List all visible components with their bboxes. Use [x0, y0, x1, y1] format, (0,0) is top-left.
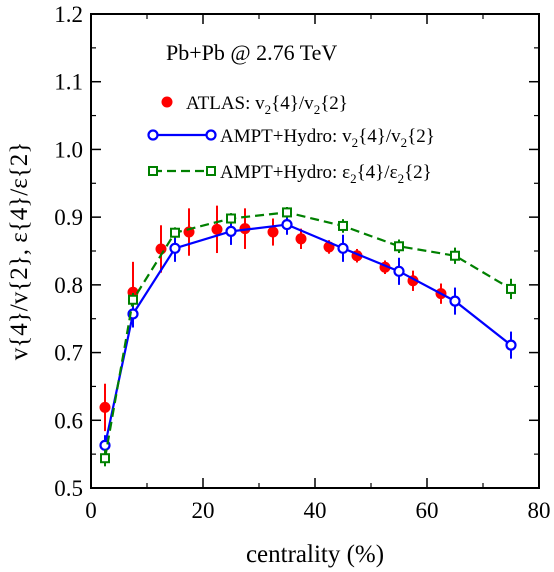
- series-3: [100, 206, 516, 467]
- x-tick-label: 0: [85, 498, 97, 523]
- legend-subscript: 2: [352, 135, 359, 150]
- legend-text-part: {2}: [320, 93, 348, 114]
- data-point: [169, 242, 181, 254]
- x-tick-label: 40: [304, 498, 327, 523]
- legend-label: AMPT+Hydro: ε2{4}/ε2{2}: [220, 162, 432, 186]
- data-point: [393, 265, 405, 277]
- legend-text-part: {4}/v: [358, 126, 401, 147]
- data-point: [225, 225, 237, 237]
- data-point: [338, 220, 348, 231]
- axis-ticks: 0 20 40 60 80 0.5 0.6 0.7 0.8 0.9 1.0 1.1 1.2: [54, 2, 550, 523]
- legend-subscript: 2: [350, 171, 357, 186]
- series-1: [99, 205, 447, 432]
- legend-marker: [206, 166, 216, 176]
- legend: ATLAS: v2{4}/v2{2}AMPT+Hydro: v2{4}/v2{2…: [147, 93, 435, 186]
- data-point: [282, 207, 292, 218]
- legend-marker: [205, 129, 217, 141]
- data-point: [295, 233, 307, 245]
- legend-marker: [147, 129, 159, 141]
- data-point: [505, 339, 517, 351]
- data-point: [155, 243, 167, 255]
- data-point: [99, 401, 111, 413]
- x-tick-label: 20: [192, 498, 215, 523]
- legend-marker: [161, 96, 173, 108]
- legend-label: AMPT+Hydro: v2{4}/v2{2}: [220, 126, 435, 150]
- legend-subscript: 2: [265, 102, 272, 117]
- y-tick-label: 0.9: [54, 205, 83, 230]
- legend-text-part: {2}: [404, 162, 432, 183]
- data-point: [506, 283, 516, 294]
- data-point: [337, 242, 349, 254]
- data-point: [100, 453, 110, 464]
- y-axis-title: v{4}/v{2}, ε{4}/ε{2}: [6, 142, 33, 360]
- data-layer: [99, 205, 517, 467]
- y-tick-label: 1.2: [54, 2, 83, 27]
- data-point: [450, 250, 460, 261]
- data-point: [267, 226, 279, 238]
- y-tick-label: 0.8: [54, 273, 83, 298]
- data-point: [170, 227, 180, 238]
- data-point: [449, 295, 461, 307]
- y-tick-label: 1.1: [54, 70, 83, 95]
- data-point: [394, 241, 404, 252]
- legend-text-part: {4}/v: [271, 93, 314, 114]
- y-tick-label: 0.7: [54, 341, 83, 366]
- data-point: [226, 213, 236, 224]
- legend-text-part: AMPT+Hydro: v: [220, 126, 352, 147]
- legend-text-part: AMPT+Hydro: ε: [220, 162, 350, 183]
- legend-text-part: {2}: [407, 126, 435, 147]
- y-tick-label: 0.5: [54, 476, 83, 501]
- legend-subscript: 2: [398, 171, 405, 186]
- legend-label: ATLAS: v2{4}/v2{2}: [186, 93, 348, 117]
- x-axis-title: centrality (%): [246, 541, 384, 568]
- data-point: [128, 294, 138, 305]
- chart-title: Pb+Pb @ 2.76 TeV: [166, 40, 337, 65]
- data-point: [211, 223, 223, 235]
- x-tick-label: 60: [416, 498, 439, 523]
- legend-text-part: ATLAS: v: [186, 93, 265, 114]
- legend-subscript: 2: [314, 102, 321, 117]
- legend-subscript: 2: [401, 135, 408, 150]
- legend-text-part: {4}/ε: [357, 162, 398, 183]
- y-tick-label: 0.6: [54, 408, 83, 433]
- data-point: [281, 218, 293, 231]
- legend-marker: [148, 166, 158, 176]
- x-tick-label: 80: [528, 498, 551, 523]
- y-tick-label: 1.0: [54, 137, 83, 162]
